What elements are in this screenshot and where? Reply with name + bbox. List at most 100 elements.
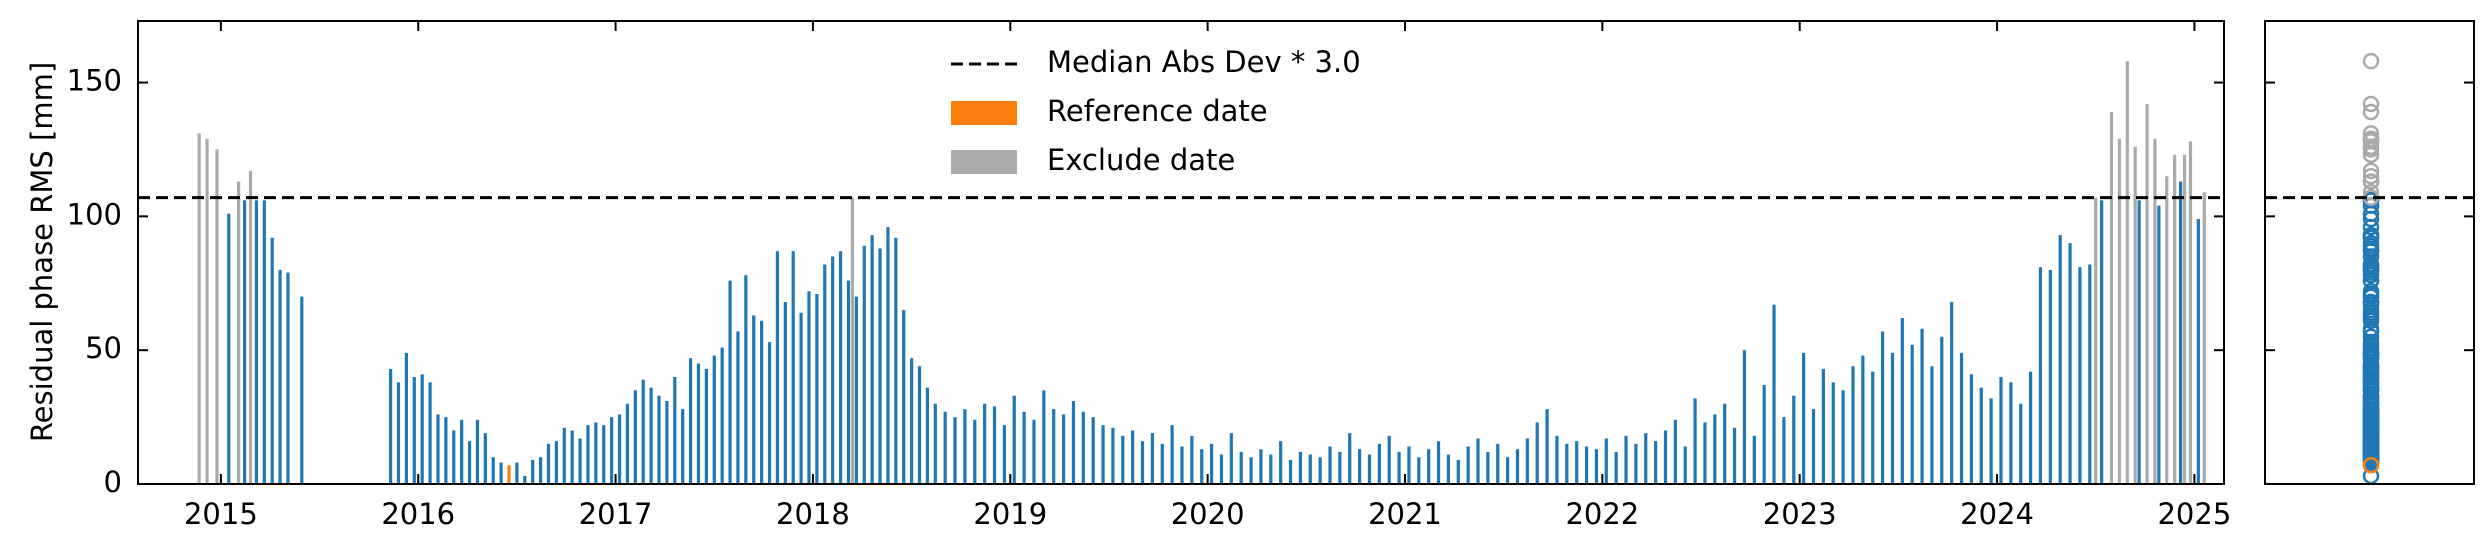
bar xyxy=(254,200,259,484)
bar xyxy=(1111,427,1115,484)
y-axis-label: Residual phase RMS [mm] xyxy=(25,62,59,442)
bar xyxy=(1950,302,1954,484)
bar xyxy=(933,403,937,484)
bar xyxy=(1861,355,1865,484)
bar xyxy=(460,419,464,484)
bar xyxy=(491,457,495,484)
bar xyxy=(436,414,440,484)
bar xyxy=(1456,459,1460,484)
bar xyxy=(215,149,219,484)
bar xyxy=(696,363,701,484)
bar xyxy=(1239,451,1243,484)
bar xyxy=(570,430,574,484)
bar xyxy=(799,312,803,484)
bar xyxy=(673,376,677,484)
bar xyxy=(712,355,716,484)
bar xyxy=(2202,192,2206,484)
distribution-point xyxy=(2362,210,2380,228)
bar xyxy=(1989,398,1993,484)
y-tick-label: 100 xyxy=(67,197,122,231)
bar xyxy=(1772,304,1776,484)
bar xyxy=(925,387,930,484)
bar xyxy=(2178,181,2183,484)
distribution-point xyxy=(2362,363,2380,380)
bar xyxy=(2028,371,2033,484)
distribution-point xyxy=(2362,379,2380,396)
bar xyxy=(2048,269,2052,484)
bar xyxy=(242,200,247,484)
bar xyxy=(586,425,590,484)
bar xyxy=(1308,454,1312,484)
bar xyxy=(2019,403,2023,484)
bar xyxy=(1792,395,1796,484)
bar xyxy=(531,459,535,484)
bar xyxy=(1584,446,1589,484)
bar xyxy=(1604,438,1608,484)
bar xyxy=(1871,371,1875,484)
x-tick-label: 2018 xyxy=(776,497,850,531)
bar xyxy=(688,358,693,484)
bar xyxy=(1496,443,1500,484)
legend-label: Reference date xyxy=(1047,94,1268,128)
bar xyxy=(286,272,290,484)
bar xyxy=(1663,430,1668,484)
bar xyxy=(2182,154,2187,484)
bar xyxy=(396,382,401,484)
bar xyxy=(1900,318,1904,484)
bar xyxy=(1890,352,1895,484)
bar xyxy=(507,465,511,484)
bar xyxy=(1328,446,1332,484)
bar xyxy=(681,409,685,484)
bar xyxy=(2165,176,2169,484)
legend-label: Exclude date xyxy=(1047,143,1235,177)
bar xyxy=(1358,449,1362,484)
distribution-point xyxy=(2362,167,2380,185)
bar xyxy=(2109,111,2114,485)
bar xyxy=(1525,438,1529,484)
y-tick-label: 50 xyxy=(85,331,122,365)
bar xyxy=(1160,443,1164,484)
bar xyxy=(1614,451,1618,484)
bar xyxy=(720,347,724,484)
bar xyxy=(237,181,241,484)
x-tick-label: 2019 xyxy=(973,497,1047,531)
bar xyxy=(2009,382,2013,484)
distribution-point xyxy=(2362,395,2380,412)
distribution-point xyxy=(2362,467,2380,485)
bar xyxy=(404,352,408,484)
bar xyxy=(1466,446,1470,484)
bar xyxy=(1042,390,1046,484)
bar xyxy=(475,419,480,484)
x-tick-label: 2017 xyxy=(579,497,653,531)
bar xyxy=(1170,425,1174,484)
bar xyxy=(1940,336,1944,484)
distribution-point xyxy=(2362,457,2380,474)
bar xyxy=(1121,435,1125,484)
bar xyxy=(554,441,558,484)
bar xyxy=(1150,433,1154,484)
bar xyxy=(227,213,231,484)
bar xyxy=(1930,366,1934,484)
distribution-point xyxy=(2362,320,2380,338)
distribution-point xyxy=(2362,328,2380,346)
bar xyxy=(1723,403,1727,484)
bar xyxy=(1762,384,1766,484)
bar xyxy=(1446,454,1451,484)
bar xyxy=(602,425,606,484)
bar xyxy=(1486,451,1490,484)
bar xyxy=(300,296,304,484)
bar xyxy=(248,170,253,484)
bar xyxy=(278,269,282,484)
bar xyxy=(1624,435,1628,484)
x-tick-label: 2015 xyxy=(184,497,258,531)
bar xyxy=(1032,419,1036,484)
bar xyxy=(1506,457,1510,484)
bar xyxy=(1140,441,1145,484)
bar xyxy=(1515,449,1520,484)
distribution-point xyxy=(2362,162,2380,180)
bar xyxy=(1535,422,1539,484)
bar xyxy=(1436,441,1441,484)
bar xyxy=(870,235,874,484)
bar xyxy=(1594,449,1599,484)
